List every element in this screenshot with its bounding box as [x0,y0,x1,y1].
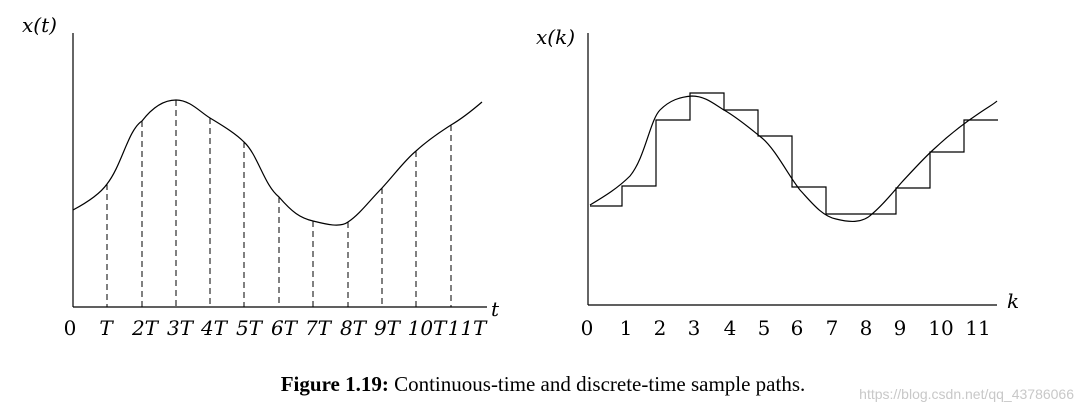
left-tick-6: 6T [271,316,299,340]
figure-caption: Figure 1.19: Continuous-time and discret… [0,372,1086,397]
left-continuous-curve [72,99,483,226]
right-continuous-curve [589,95,998,222]
left-tick-9: 9T [374,316,402,340]
left-tick-2: 2T [131,316,160,340]
right-tick-11: 11 [965,316,990,340]
caption-label: Figure 1.19: [280,372,389,396]
right-tick-3: 3 [688,316,701,340]
left-tick-8: 8T [340,316,368,340]
right-tick-0: 0 [581,316,594,340]
right-tick-labels: 0 1 2 3 4 5 6 7 8 9 10 11 [581,316,991,340]
watermark: https://blog.csdn.net/qq_43786066 [859,386,1074,402]
left-y-label: x(t) [22,13,57,37]
right-tick-5: 5 [758,316,771,340]
left-tick-labels: 0 T 2T 3T 4T 5T 6T 7T 8T 9T 10T 11T [64,316,488,340]
left-tick-1: T [99,316,114,340]
left-tick-4: 4T [200,316,229,340]
left-tick-0: 0 [64,316,77,340]
right-tick-10: 10 [928,316,953,340]
right-panel: x(k) k 0 1 2 3 4 5 6 7 8 9 10 11 [536,25,1019,340]
left-x-label: t [491,297,500,321]
left-tick-10: 10T [408,316,448,340]
right-tick-8: 8 [860,316,873,340]
left-tick-11: 11T [448,316,488,340]
right-tick-6: 6 [791,316,804,340]
right-x-label: k [1007,289,1019,313]
right-y-label: x(k) [536,25,575,49]
right-tick-2: 2 [654,316,667,340]
right-tick-1: 1 [620,316,633,340]
right-tick-7: 7 [826,316,839,340]
left-tick-7: 7T [305,316,333,340]
left-tick-3: 3T [167,316,195,340]
right-tick-9: 9 [894,316,907,340]
right-staircase [590,92,998,215]
caption-text: Continuous-time and discrete-time sample… [394,372,806,396]
left-panel: x(t) t 0 T 2T 3T 4T 5T 6T 7T 8T 9T 10T 1… [22,13,500,340]
left-sample-lines [106,100,452,307]
right-tick-4: 4 [724,316,737,340]
left-tick-5: 5T [236,316,264,340]
